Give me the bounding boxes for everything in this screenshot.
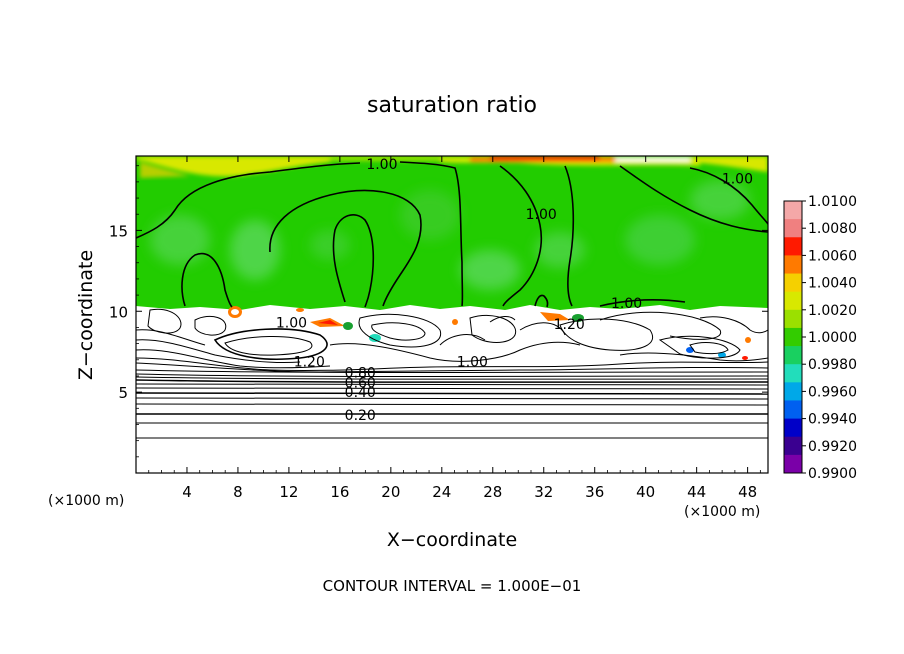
contour-label: 1.00: [276, 316, 307, 332]
x-tick-label: 36: [585, 483, 604, 501]
contour-label: 0.20: [345, 408, 376, 424]
colorbar-label: 0.9920: [808, 439, 857, 455]
colorbar-label: 0.9940: [808, 412, 857, 428]
y-axis-label: Z−coordinate: [75, 250, 97, 380]
colorbar-label: 1.0060: [808, 248, 857, 264]
colorbar-segment: [784, 382, 802, 401]
x-tick-label: 4: [182, 483, 192, 501]
colorbar-label: 1.0080: [808, 221, 857, 237]
x-unit-right: (×1000 m): [684, 504, 760, 520]
colorbar-segment: [784, 364, 802, 383]
contour-label: 0.80: [345, 366, 376, 382]
x-unit-left: (×1000 m): [48, 493, 124, 509]
x-axis-label: X−coordinate: [387, 529, 517, 551]
contour-label: 1.20: [294, 354, 325, 370]
x-tick-label: 24: [432, 483, 451, 501]
colorbar-segment: [784, 346, 802, 365]
contour-label: 1.20: [554, 317, 585, 333]
y-tick-label: 15: [109, 222, 128, 240]
colorbar-segment: [784, 201, 802, 220]
colorbar: 1.0100 1.0080 1.0060 1.0040 1.0020 1.0000 0.99…: [783, 194, 857, 482]
interface-spots: [228, 306, 751, 360]
x-tick-label: 32: [534, 483, 553, 501]
contour-interval: CONTOUR INTERVAL = 1.000E−01: [323, 577, 582, 595]
contour-label: 0.40: [345, 385, 376, 401]
x-axis: 4 8 12 16 20 24 28 32 36 40 44 48: [148, 156, 761, 501]
colorbar-label: 0.9900: [808, 466, 857, 482]
x-tick-label: 16: [330, 483, 349, 501]
contour-label: 0.60: [345, 375, 376, 391]
x-tick-label: 20: [381, 483, 400, 501]
upper-saturated-region: [136, 156, 768, 310]
colorbar-segment: [784, 291, 802, 311]
x-tick-label: 40: [636, 483, 655, 501]
colorbar-segment: [784, 255, 802, 275]
lower-contours: [136, 369, 768, 439]
contour-label: 1.00: [722, 172, 753, 188]
plot-frame: [135, 155, 769, 474]
colorbar-label: 1.0020: [808, 303, 857, 319]
colorbar-segment: [784, 454, 802, 474]
colorbar-label: 0.9980: [808, 357, 857, 373]
top-band: [136, 156, 768, 178]
chart-title: saturation ratio: [367, 93, 537, 118]
cloud-contours: [136, 308, 768, 373]
colorbar-segment: [784, 309, 802, 329]
colorbar-segment: [784, 400, 802, 420]
colorbar-label: 0.9960: [808, 384, 857, 400]
colorbar-label: 1.0100: [808, 194, 857, 210]
contour-label: 1.00: [611, 296, 642, 312]
x-tick-label: 28: [483, 483, 502, 501]
colorbar-segment: [784, 327, 802, 347]
colorbar-segment: [784, 436, 802, 456]
x-tick-label: 8: [233, 483, 243, 501]
colorbar-label: 1.0040: [808, 276, 857, 292]
x-tick-label: 12: [279, 483, 298, 501]
x-tick-label: 48: [738, 483, 757, 501]
contour-label: 1.00: [457, 354, 488, 370]
plot-area: [136, 156, 768, 473]
y-tick-label: 10: [109, 303, 128, 321]
green-shading: [150, 180, 750, 290]
contour-labels: 1.00 1.00 1.00 1.00 1.00 1.20 1.20 1.00 0.800.60…: [276, 157, 753, 424]
colorbar-segment: [784, 273, 802, 293]
y-tick-label: 5: [118, 384, 128, 402]
colorbar-segment: [784, 237, 802, 256]
colorbar-segment: [784, 219, 802, 238]
y-axis: 5 10 15: [109, 165, 768, 458]
upper-contours: [136, 161, 768, 308]
contour-label: 1.00: [526, 207, 557, 223]
colorbar-segment: [784, 418, 802, 438]
x-tick-label: 44: [687, 483, 706, 501]
contour-label: 1.00: [366, 157, 397, 173]
colorbar-label: 1.0000: [808, 330, 857, 346]
